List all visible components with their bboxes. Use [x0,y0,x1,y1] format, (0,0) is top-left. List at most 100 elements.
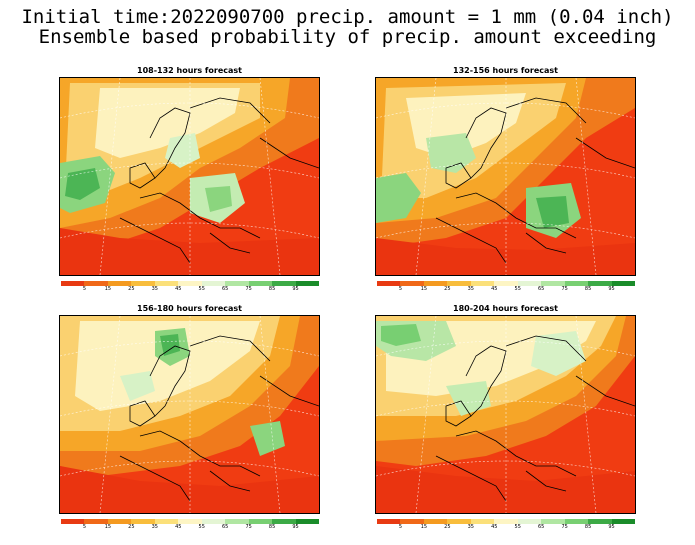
colorbar-swatch [107,519,132,524]
colorbar-swatch [447,519,471,524]
panel-title: 180-204 hours forecast [453,304,558,313]
colorbar-tick-label: 95 [292,286,299,292]
forecast-panel-2: 132-156 hours forecast [375,66,636,292]
colorbar-tick-label: 25 [444,524,451,530]
colorbar-swatch [400,519,424,524]
colorbar-tick-label: 5 [82,524,87,530]
colorbar-labels: 5 15 25 35 45 55 65 75 85 95 [377,286,635,292]
colorbar-tick-label: 35 [467,524,474,530]
colorbar-swatches [377,281,635,286]
colorbar-swatch [272,519,296,524]
colorbar-tick-label: 55 [198,524,205,530]
colorbar-swatch [61,281,85,286]
colorbar-swatch [611,519,635,524]
colorbar-tick-label: 45 [491,524,498,530]
colorbar-swatch [295,519,319,524]
colorbar-swatch [377,281,401,286]
colorbar-swatch [84,281,108,286]
colorbar-tick-label: 75 [245,286,252,292]
colorbar-tick-label: 65 [537,524,545,530]
colorbar-swatch [588,519,612,524]
colorbar-tick-label: 95 [608,524,615,530]
colorbar-swatch [517,519,542,524]
figure-title-line-1: Initial time:2022090700 precip. amount =… [21,6,674,28]
colorbar-tick-label: 35 [467,286,474,292]
colorbar-swatch [201,519,226,524]
colorbar-swatches [377,519,635,524]
colorbar-swatch [611,281,635,286]
colorbar-swatch [178,281,202,286]
colorbar-labels: 5 15 25 35 45 55 65 75 85 95 [377,524,635,530]
colorbar-tick-label: 95 [292,524,299,530]
colorbar-tick-label: 75 [561,524,568,530]
colorbar-swatch [447,281,471,286]
colorbar-swatches [61,281,319,286]
colorbar-tick-label: 25 [128,286,135,292]
colorbar-tick-label: 5 [398,524,403,530]
colorbar: 5 15 25 35 45 55 65 75 85 95 [61,281,319,292]
colorbar: 5 15 25 35 45 55 65 75 85 95 [377,281,635,292]
colorbar-tick-label: 95 [608,286,615,292]
colorbar-swatch [494,519,518,524]
colorbar-tick-label: 85 [584,286,592,292]
colorbar-swatches [61,519,319,524]
colorbar-swatch [154,281,179,286]
colorbar-swatch [84,519,108,524]
colorbar-tick-label: 75 [245,524,252,530]
probability-map [59,77,320,276]
colorbar-swatch [248,519,273,524]
colorbar-tick-label: 65 [537,286,545,292]
colorbar-swatch [295,281,319,286]
panel-title: 132-156 hours forecast [453,66,558,75]
colorbar-swatch [201,281,226,286]
colorbar-tick-label: 15 [104,286,112,292]
forecast-panel-4: 180-204 hours forecast [375,304,636,530]
colorbar-swatch [400,281,424,286]
colorbar-tick-label: 35 [151,524,158,530]
colorbar-tick-label: 85 [268,524,276,530]
colorbar-swatch [564,519,589,524]
colorbar-tick-label: 65 [221,524,229,530]
forecast-panel-3: 156-180 hours forecast [59,304,320,530]
colorbar-swatch [272,281,296,286]
colorbar-swatch [541,281,565,286]
colorbar-tick-label: 45 [491,286,498,292]
colorbar-tick-label: 65 [221,286,229,292]
colorbar-tick-label: 55 [514,524,521,530]
colorbar-tick-label: 25 [444,286,451,292]
colorbar: 5 15 25 35 45 55 65 75 85 95 [61,519,319,530]
colorbar-swatch [131,519,155,524]
colorbar-swatch [248,281,273,286]
colorbar-tick-label: 25 [128,524,135,530]
colorbar-swatch [178,519,202,524]
colorbar-tick-label: 15 [420,524,428,530]
colorbar-swatch [131,281,155,286]
colorbar-swatch [107,281,132,286]
colorbar-tick-label: 55 [198,286,205,292]
colorbar-swatch [377,519,401,524]
colorbar-swatch [154,519,179,524]
colorbar-tick-label: 5 [398,286,403,292]
colorbar: 5 15 25 35 45 55 65 75 85 95 [377,519,635,530]
colorbar-swatch [470,519,495,524]
colorbar-tick-label: 35 [151,286,158,292]
colorbar-labels: 5 15 25 35 45 55 65 75 85 95 [61,524,319,530]
colorbar-swatch [564,281,589,286]
colorbar-tick-label: 85 [268,286,276,292]
colorbar-swatch [423,519,448,524]
colorbar-swatch [588,281,612,286]
colorbar-swatch [225,281,249,286]
colorbar-tick-label: 5 [82,286,87,292]
colorbar-swatch [225,519,249,524]
probability-map [375,77,636,276]
colorbar-tick-label: 55 [514,286,521,292]
colorbar-labels: 5 15 25 35 45 55 65 75 85 95 [61,286,319,292]
colorbar-swatch [517,281,542,286]
probability-map [59,315,320,514]
figure-title-line-2: Ensemble based probability of precip. am… [38,26,657,48]
panel-title: 156-180 hours forecast [137,304,242,313]
colorbar-swatch [470,281,495,286]
colorbar-swatch [61,519,85,524]
colorbar-tick-label: 15 [104,524,112,530]
